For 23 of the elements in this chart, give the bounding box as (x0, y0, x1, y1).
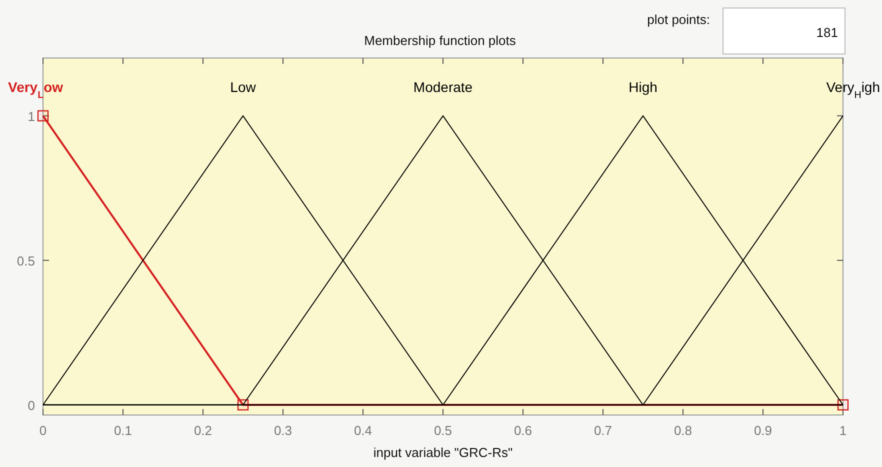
text: plot points: (647, 12, 710, 27)
x-tick-label: 0.1 (114, 423, 132, 438)
chart-title: Membership function plots (364, 33, 516, 48)
text: 181 (816, 25, 838, 40)
series-label: Low (230, 78, 257, 95)
y-tick-label: 0 (28, 398, 35, 413)
x-tick-label: 0.2 (194, 423, 212, 438)
y-tick-label: 0.5 (16, 253, 35, 268)
x-axis-title: input variable "GRC-Rs" (373, 445, 514, 460)
x-tick-label: 0.8 (674, 423, 692, 438)
series-label: High (628, 78, 658, 95)
text: Moderate (413, 78, 473, 95)
x-tick-label: 1 (839, 423, 847, 438)
x-tick-label: 0 (39, 423, 47, 438)
x-tick-label: 0.6 (514, 423, 532, 438)
series-label: Very$_{H}$igh (826, 78, 880, 100)
x-tick-label: 0.7 (594, 423, 612, 438)
x-tick-label: 0.4 (354, 423, 372, 438)
x-tick-label: 0.9 (754, 423, 772, 438)
y-tick-label: 1 (28, 108, 35, 124)
x-tick-label: 0.5 (434, 423, 452, 438)
series-label: Very$_{L}$ow (8, 78, 64, 100)
x-tick-label: 0.3 (274, 423, 292, 438)
